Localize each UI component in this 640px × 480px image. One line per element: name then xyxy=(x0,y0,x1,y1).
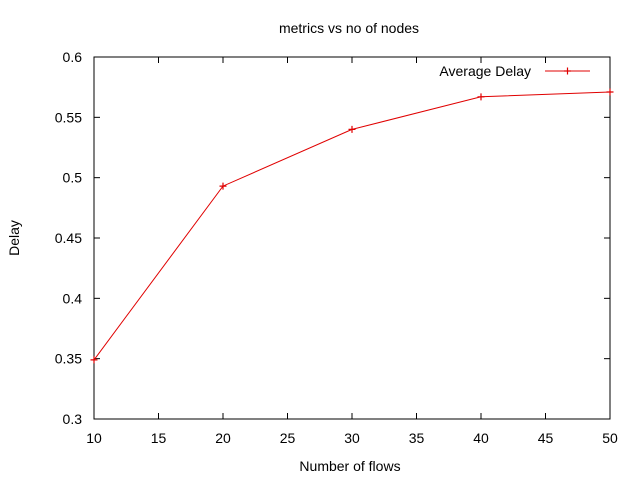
legend-marker xyxy=(564,67,571,75)
chart-title: metrics vs no of nodes xyxy=(279,20,419,36)
y-tick-label: 0.35 xyxy=(55,351,82,367)
x-axis: 10 15 20 25 30 35 40 45 50 xyxy=(86,57,618,446)
x-tick-label: 25 xyxy=(280,430,296,446)
legend: Average Delay xyxy=(439,63,590,79)
y-tick-label: 0.55 xyxy=(55,109,82,125)
data-point xyxy=(477,93,485,101)
data-point xyxy=(348,125,356,133)
y-tick-label: 0.3 xyxy=(63,411,83,427)
x-tick-label: 15 xyxy=(151,430,167,446)
plot-area-border xyxy=(93,56,611,420)
y-tick-label: 0.5 xyxy=(63,170,83,186)
data-point xyxy=(90,356,98,364)
x-tick-label: 35 xyxy=(409,430,425,446)
y-axis: 0.3 0.35 0.4 0.45 0.5 0.55 0.6 xyxy=(55,49,610,427)
data-point xyxy=(606,88,614,96)
y-tick-label: 0.45 xyxy=(55,230,82,246)
x-tick-label: 50 xyxy=(602,430,618,446)
y-tick-label: 0.6 xyxy=(63,49,83,65)
x-tick-label: 30 xyxy=(344,430,360,446)
x-tick-label: 20 xyxy=(215,430,231,446)
legend-label: Average Delay xyxy=(439,63,531,79)
x-tick-label: 10 xyxy=(86,430,102,446)
x-axis-label: Number of flows xyxy=(299,458,400,474)
data-point xyxy=(219,182,227,190)
y-axis-label: Delay xyxy=(6,220,22,256)
series-layer xyxy=(90,88,614,364)
y-tick-label: 0.4 xyxy=(63,290,83,306)
x-tick-label: 45 xyxy=(538,430,554,446)
x-tick-label: 40 xyxy=(473,430,489,446)
